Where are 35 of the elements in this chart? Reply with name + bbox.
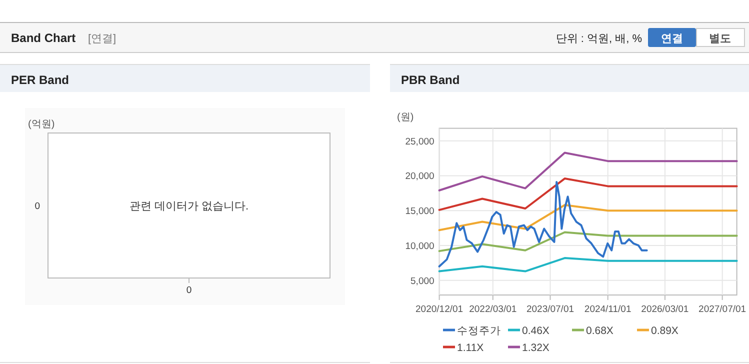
y-tick-label: 10,000 xyxy=(405,240,434,252)
text: 0 xyxy=(34,201,40,212)
line-series xyxy=(438,178,738,211)
legend-label: 0.46X xyxy=(522,325,550,337)
x-tick-label: 2026/03/01 xyxy=(641,304,689,315)
chart-title: PBR Band xyxy=(401,73,460,87)
text: 연결 xyxy=(661,33,683,45)
x-tick-label: 2027/07/01 xyxy=(698,304,746,315)
line-series xyxy=(438,231,738,252)
y-tick-label: 20,000 xyxy=(405,171,434,182)
line-series xyxy=(438,181,648,268)
text: PER Band xyxy=(11,73,70,87)
text: 별도 xyxy=(709,33,731,45)
text: 0 xyxy=(186,285,192,296)
legend-label: 1.11X xyxy=(457,342,484,354)
y-axis-title: (원) xyxy=(397,112,414,123)
line-series xyxy=(438,152,738,192)
text: Band Chart xyxy=(11,31,76,45)
text: 단위 : 억원, 배, % xyxy=(556,33,642,45)
y-tick-label: 15,000 xyxy=(405,206,434,218)
legend-label: 1.32X xyxy=(522,342,550,354)
line-series xyxy=(438,257,738,272)
x-tick-label: 2023/07/01 xyxy=(526,304,574,315)
x-tick-label: 2022/03/01 xyxy=(469,304,517,315)
x-tick-label: 2020/12/01 xyxy=(416,304,464,315)
legend-label: 0.68X xyxy=(586,325,614,337)
line-series xyxy=(438,204,738,232)
y-tick-label: 5,000 xyxy=(410,276,434,287)
legend-label: 0.89X xyxy=(651,325,678,337)
text: (억원) xyxy=(28,119,55,130)
text: [연결] xyxy=(88,33,116,45)
text: 관련 데이터가 없습니다. xyxy=(129,200,249,212)
y-tick-label: 25,000 xyxy=(405,136,434,148)
legend-label: 수정주가 xyxy=(457,325,501,337)
x-tick-label: 2024/11/01 xyxy=(584,304,632,315)
